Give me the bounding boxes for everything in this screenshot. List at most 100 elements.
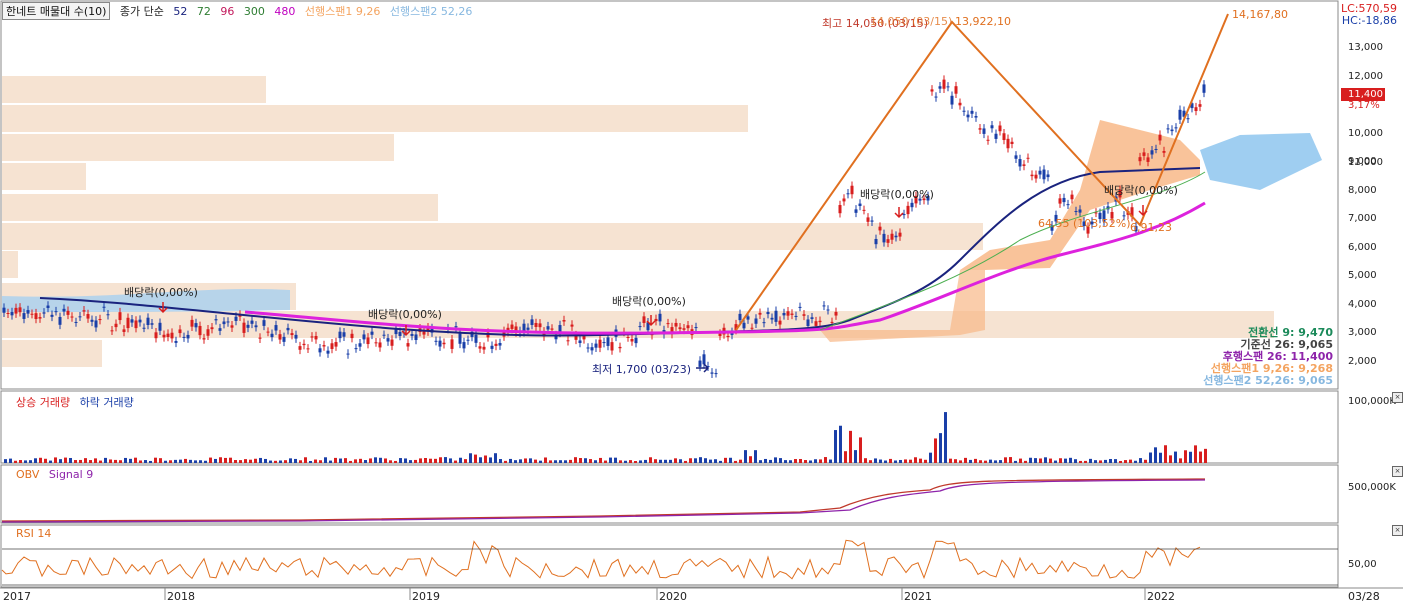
volume-profile-bar — [2, 223, 983, 250]
volume-bar — [804, 460, 807, 463]
candle-body — [742, 322, 746, 329]
candle-body — [226, 321, 230, 323]
candle-body — [762, 322, 766, 324]
volume-bar — [974, 458, 977, 463]
volume-bar — [379, 457, 382, 463]
volume-bar — [384, 458, 387, 463]
candle-body — [1138, 157, 1142, 162]
chart-title[interactable]: 한네트 매물대 수(10) — [2, 2, 111, 20]
candle-body — [826, 309, 830, 311]
candle-body — [38, 317, 42, 319]
x-tick: 2017 — [3, 590, 31, 603]
volume-bar — [39, 457, 42, 463]
candle-body — [918, 198, 922, 201]
volume-bar — [354, 459, 357, 463]
lagging-span-line — [244, 201, 1206, 335]
volume-bar — [179, 459, 182, 463]
panel-close-icon[interactable]: × — [1392, 525, 1403, 536]
candle-body — [130, 319, 134, 323]
y-tick: 4,000 — [1348, 299, 1377, 310]
candle-body — [954, 86, 958, 94]
volume-bar — [454, 460, 457, 463]
candle-body — [998, 125, 1002, 132]
candle-body — [194, 323, 198, 328]
candle-body — [554, 335, 558, 340]
candle-body — [666, 323, 670, 325]
candle-body — [210, 327, 214, 330]
candle-body — [354, 348, 358, 350]
volume-bar — [274, 460, 277, 463]
volume-bar — [619, 460, 622, 463]
candle-body — [218, 328, 222, 331]
volume-bar — [414, 459, 417, 463]
candle-body — [162, 334, 166, 338]
candle-body — [542, 331, 546, 337]
volume-bar — [489, 457, 492, 463]
y-tick: 5,000 — [1348, 270, 1377, 281]
volume-bar — [334, 457, 337, 463]
volume-bar — [189, 459, 192, 463]
volume-bar — [999, 460, 1002, 463]
volume-bar — [69, 457, 72, 463]
volume-bar — [714, 459, 717, 463]
candle-body — [658, 313, 662, 322]
panel-close-icon[interactable]: × — [1392, 392, 1403, 403]
volume-bar — [644, 459, 647, 463]
candle-body — [322, 345, 326, 347]
x-tick: 2022 — [1147, 590, 1175, 603]
volume-bar — [359, 458, 362, 463]
candle-body — [394, 328, 398, 335]
candle-body — [938, 86, 942, 89]
volume-bar — [349, 460, 352, 463]
candle-body — [570, 324, 574, 327]
volume-bar — [329, 460, 332, 463]
volume-bar — [1069, 457, 1072, 463]
candle-body — [58, 316, 62, 325]
volume-panel-frame — [0, 390, 1339, 464]
candle-body — [1134, 226, 1138, 232]
volume-bar — [554, 460, 557, 463]
candle-body — [438, 340, 442, 347]
candle-body — [46, 305, 50, 308]
volume-bar — [579, 458, 582, 463]
volume-bar — [84, 458, 87, 463]
volume-bar — [1034, 458, 1037, 463]
volume-bar — [994, 460, 997, 463]
volume-bar — [764, 458, 767, 463]
candle-body — [886, 239, 890, 243]
x-tick: 2021 — [904, 590, 932, 603]
candle-body — [122, 329, 126, 332]
obv-signal-label: Signal 9 — [48, 468, 94, 481]
volume-bar — [89, 460, 92, 463]
volume-bar — [449, 458, 452, 463]
legend-base: 기준선 26: 9,065 — [1240, 338, 1333, 351]
volume-bar — [1204, 448, 1207, 463]
candle-body — [234, 316, 238, 321]
candle-body — [478, 346, 482, 349]
volume-bar — [224, 457, 227, 463]
volume-bar — [469, 453, 472, 463]
volume-bar — [1089, 458, 1092, 463]
candle-body — [802, 314, 806, 316]
volume-bar — [394, 460, 397, 463]
volume-bar — [924, 459, 927, 463]
candle-body — [1022, 164, 1026, 166]
volume-bar — [674, 458, 677, 463]
candle-body — [550, 328, 554, 330]
current-price-badge: 11,400 — [1341, 88, 1385, 101]
dividend-arrow-icon — [646, 315, 656, 327]
candle-body — [922, 198, 926, 201]
panel-close-icon[interactable]: × — [1392, 466, 1403, 477]
volume-bar — [1154, 447, 1157, 463]
lc-value: LC:570,59 — [1340, 2, 1397, 15]
candle-body — [1054, 214, 1058, 222]
candle-body — [1018, 159, 1022, 167]
volume-bar — [244, 459, 247, 463]
high-value-annotation: 13,922,10 — [955, 15, 1011, 28]
candle-body — [1158, 134, 1162, 141]
candle-body — [170, 332, 174, 339]
candle-body — [986, 139, 990, 141]
volume-bar — [964, 457, 967, 463]
candle-body — [26, 310, 30, 314]
